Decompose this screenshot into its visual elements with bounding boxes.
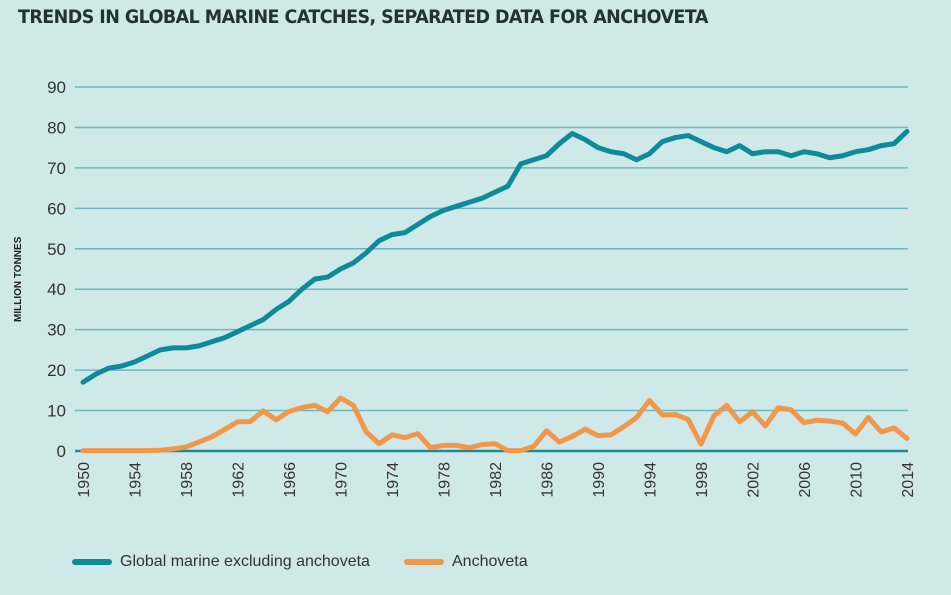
legend-item-anchoveta: Anchoveta — [404, 553, 528, 571]
y-tick-label: 10 — [47, 402, 66, 421]
x-tick-label: 1970 — [334, 462, 351, 498]
x-tick-label: 1994 — [643, 462, 660, 498]
x-tick-label: 1982 — [488, 462, 505, 498]
x-tick-label: 1978 — [437, 462, 454, 498]
x-tick-label: 1962 — [231, 462, 248, 498]
x-tick-label: 2002 — [746, 462, 763, 498]
x-tick-label: 1998 — [694, 462, 711, 498]
y-tick-label: 90 — [47, 78, 66, 97]
x-tick-label: 1974 — [385, 462, 402, 498]
x-tick-label: 1966 — [282, 462, 299, 498]
legend-label-anchoveta: Anchoveta — [452, 553, 528, 570]
x-tick-label: 1986 — [540, 462, 557, 498]
y-tick-label: 40 — [47, 280, 66, 299]
x-tick-label: 1990 — [591, 462, 608, 498]
x-tick-label: 2014 — [900, 462, 917, 498]
x-tick-label: 1950 — [76, 462, 93, 498]
chart-title: TRENDS IN GLOBAL MARINE CATCHES, SEPARAT… — [18, 6, 708, 28]
x-tick-label: 2010 — [849, 462, 866, 498]
legend-label-global: Global marine excluding anchoveta — [120, 553, 370, 570]
y-tick-label: 70 — [47, 159, 66, 178]
y-tick-label: 80 — [47, 118, 66, 137]
series-line-anchoveta — [80, 395, 910, 454]
legend-swatch-anchoveta — [404, 559, 444, 565]
y-tick-label: 60 — [47, 199, 66, 218]
series-line-global — [80, 128, 910, 385]
y-tick-label: 20 — [47, 361, 66, 380]
y-tick-label: 50 — [47, 240, 66, 259]
x-tick-label: 2006 — [797, 462, 814, 498]
legend-swatch-global — [72, 559, 112, 565]
y-tick-label: 30 — [47, 321, 66, 340]
x-tick-label: 1954 — [128, 462, 145, 498]
legend-item-global: Global marine excluding anchoveta — [72, 553, 370, 571]
x-tick-label: 1958 — [179, 462, 196, 498]
y-tick-label: 0 — [57, 442, 66, 461]
